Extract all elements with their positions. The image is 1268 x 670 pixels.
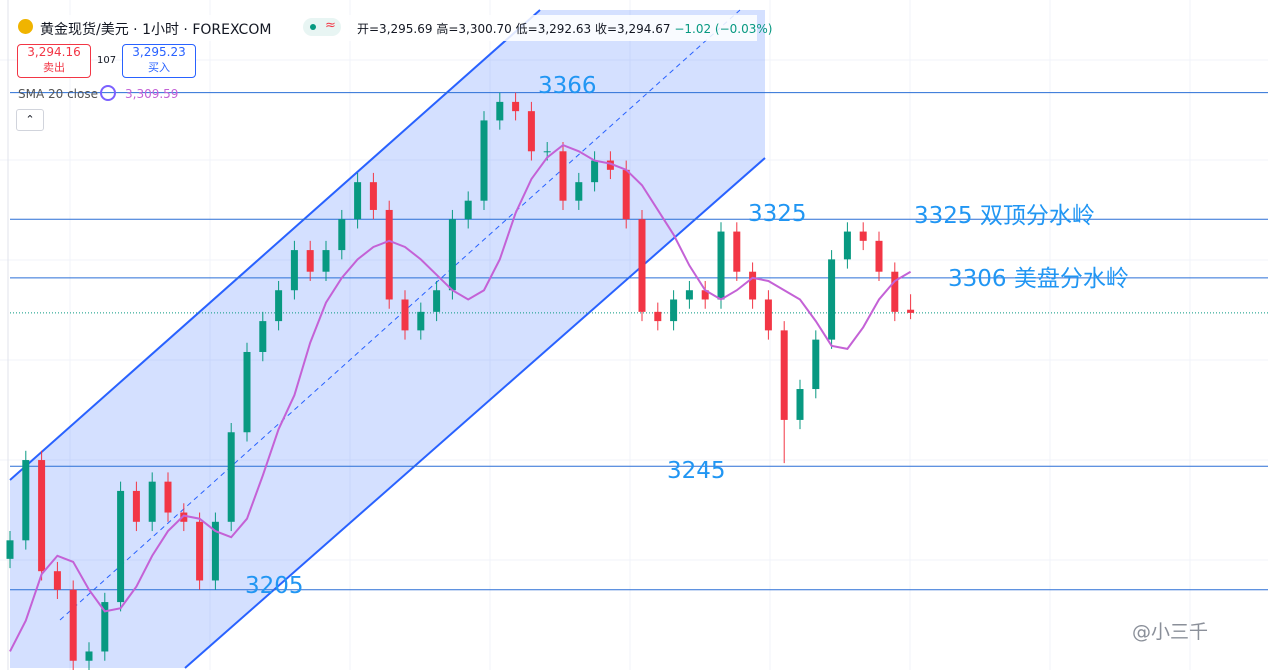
header-bar: [12, 15, 757, 41]
buy-price: 3,295.23: [132, 45, 186, 59]
candle-body: [85, 651, 93, 661]
sma-line: [9, 143, 912, 652]
spread: 107: [97, 55, 117, 66]
candle-body: [448, 219, 456, 291]
candle-body: [480, 120, 488, 201]
candle-body: [148, 481, 156, 522]
candle-body: [322, 250, 330, 272]
candle-body: [227, 432, 235, 522]
collapse-button[interactable]: ⌃: [16, 109, 44, 131]
ohlc-high: 高=3,300.70: [436, 22, 512, 36]
candle-body: [385, 209, 393, 300]
candle-body: [259, 321, 267, 352]
candle-body: [749, 271, 757, 300]
candle-body: [812, 339, 820, 390]
candle-body: [796, 389, 804, 420]
candle-body: [117, 490, 125, 603]
candle-body: [433, 290, 441, 312]
status-pill[interactable]: ≈: [303, 18, 341, 36]
candle-body: [338, 219, 346, 251]
candle-body: [859, 231, 867, 241]
candle-body: [243, 351, 251, 433]
candle-body: [38, 460, 46, 572]
symbol: 黄金现货/美元 · 1小时 · FOREXCOM: [40, 22, 272, 38]
indicator-icon[interactable]: [100, 85, 116, 101]
buy-button[interactable]: 3,295.23 买入: [122, 44, 196, 78]
candle-body: [685, 290, 693, 300]
buy-label: 买入: [148, 61, 170, 74]
annotation: 3306 美盘分水岭: [948, 266, 1129, 292]
ohlc-change: −1.02 (−0.03%): [674, 22, 773, 36]
annotation: 3325 双顶分水岭: [914, 203, 1095, 229]
candle-body: [780, 330, 788, 420]
candle-body: [606, 160, 614, 170]
candle-body: [275, 290, 283, 322]
candle-body: [527, 111, 535, 152]
candle-body: [417, 311, 425, 331]
candle-body: [670, 299, 678, 322]
candle-body: [843, 231, 851, 260]
candle-body: [22, 460, 30, 541]
candle-body: [53, 571, 61, 590]
watermark: @小三千: [1132, 621, 1208, 643]
candle-body: [369, 182, 377, 210]
symbol-icon: [18, 19, 33, 36]
sell-label: 卖出: [43, 61, 65, 74]
ohlc-close: 收=3,294.67: [594, 22, 671, 36]
candle-body: [733, 231, 741, 272]
candle-body: [907, 309, 915, 313]
candle-body: [875, 240, 883, 272]
candle-body: [6, 540, 14, 559]
candle-body: [575, 182, 583, 201]
candle-body: [180, 512, 188, 522]
candle-body: [196, 521, 204, 581]
sell-price: 3,294.16: [27, 45, 81, 59]
channel-fill: [10, 10, 765, 668]
candle-body: [101, 602, 109, 652]
candle-body: [69, 589, 77, 661]
ohlc-low: 低=3,292.63: [515, 22, 592, 36]
candle-body: [828, 259, 836, 340]
candle-body: [164, 481, 172, 513]
ohlc: 开=3,295.69 高=3,300.70 低=3,292.63 收=3,294…: [357, 20, 772, 37]
candle-body: [132, 490, 140, 522]
candle-body: [701, 290, 709, 300]
indicator-value: 3,309.59: [125, 87, 179, 101]
candle-body: [211, 521, 219, 581]
annotation: 3245: [667, 458, 726, 484]
candle-body: [654, 311, 662, 322]
sell-button[interactable]: 3,294.16 卖出: [17, 44, 91, 78]
ohlc-open: 开=3,295.69: [357, 22, 433, 36]
candle-body: [638, 219, 646, 312]
annotation: 3325: [748, 201, 807, 227]
annotation: 3205: [245, 573, 304, 599]
candle-body: [306, 250, 314, 272]
channel-lower: [184, 157, 766, 669]
candle-body: [464, 200, 472, 220]
candle-body: [543, 151, 551, 153]
candle-body: [559, 151, 567, 201]
indicator: SMA 20 close: [18, 87, 98, 101]
channel-upper: [9, 9, 541, 481]
candle-body: [401, 299, 409, 331]
candle-body: [512, 101, 520, 112]
candle-body: [891, 271, 899, 312]
candle-body: [354, 182, 362, 220]
candle-body: [622, 169, 630, 220]
candle-body: [764, 299, 772, 331]
candle-body: [717, 231, 725, 300]
annotation: 3366: [538, 73, 597, 99]
candle-body: [591, 160, 599, 183]
candle-body: [290, 250, 298, 291]
candle-body: [496, 101, 504, 121]
